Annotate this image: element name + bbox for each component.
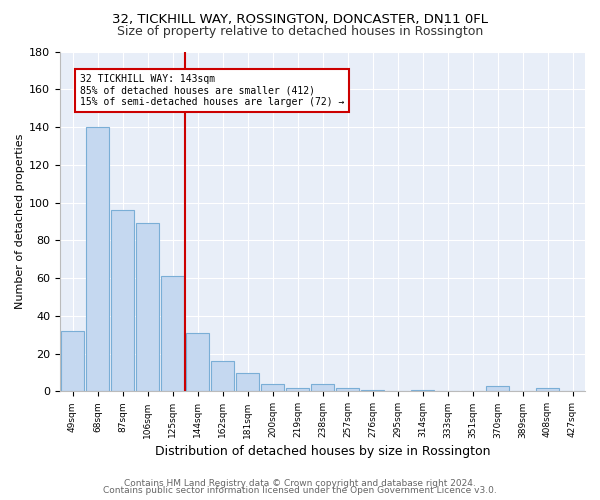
Bar — [361, 390, 384, 392]
Text: 32 TICKHILL WAY: 143sqm
85% of detached houses are smaller (412)
15% of semi-det: 32 TICKHILL WAY: 143sqm 85% of detached … — [80, 74, 344, 108]
Text: Size of property relative to detached houses in Rossington: Size of property relative to detached ho… — [117, 25, 483, 38]
Bar — [336, 388, 359, 392]
Bar — [161, 276, 184, 392]
Bar — [411, 390, 434, 392]
X-axis label: Distribution of detached houses by size in Rossington: Distribution of detached houses by size … — [155, 444, 490, 458]
Bar — [286, 388, 309, 392]
Bar — [111, 210, 134, 392]
Bar — [311, 384, 334, 392]
Text: Contains HM Land Registry data © Crown copyright and database right 2024.: Contains HM Land Registry data © Crown c… — [124, 478, 476, 488]
Bar — [261, 384, 284, 392]
Bar — [61, 331, 84, 392]
Bar — [136, 224, 159, 392]
Bar — [236, 372, 259, 392]
Text: Contains public sector information licensed under the Open Government Licence v3: Contains public sector information licen… — [103, 486, 497, 495]
Bar — [186, 333, 209, 392]
Text: 32, TICKHILL WAY, ROSSINGTON, DONCASTER, DN11 0FL: 32, TICKHILL WAY, ROSSINGTON, DONCASTER,… — [112, 12, 488, 26]
Y-axis label: Number of detached properties: Number of detached properties — [15, 134, 25, 309]
Bar — [86, 127, 109, 392]
Bar — [536, 388, 559, 392]
Bar — [486, 386, 509, 392]
Bar — [211, 361, 234, 392]
